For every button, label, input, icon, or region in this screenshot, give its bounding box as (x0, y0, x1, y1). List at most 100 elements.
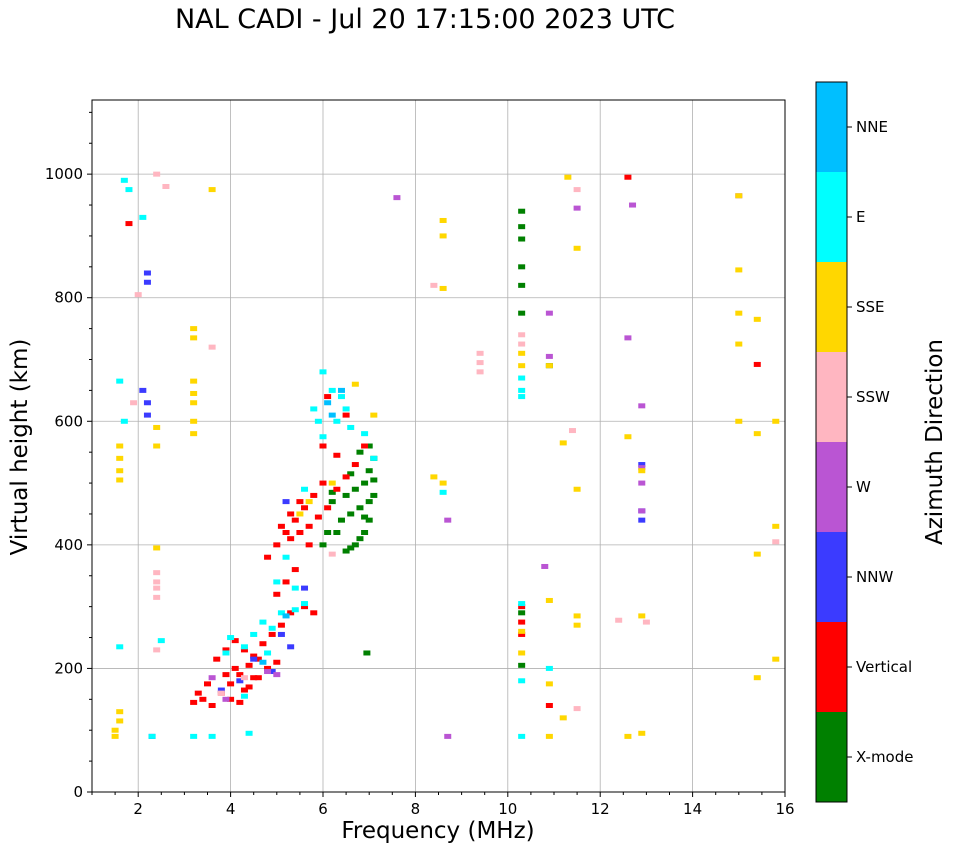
data-point (282, 613, 290, 619)
data-point (139, 214, 147, 220)
data-point (259, 659, 267, 665)
data-point (772, 656, 780, 662)
data-point (273, 659, 281, 665)
data-point (301, 486, 309, 492)
data-point (545, 310, 553, 316)
data-point (310, 492, 318, 498)
data-point (351, 381, 359, 387)
data-point (735, 341, 743, 347)
data-point (342, 548, 350, 554)
data-point (347, 511, 355, 517)
data-point (194, 690, 202, 696)
data-point (222, 672, 230, 678)
y-axis-label: Virtual height (km) (7, 338, 33, 556)
data-point (222, 647, 230, 653)
data-point (518, 628, 526, 634)
data-point (753, 551, 761, 557)
data-point (190, 733, 198, 739)
data-point (222, 650, 230, 656)
data-point (268, 669, 276, 675)
data-point (190, 418, 198, 424)
data-point (190, 335, 198, 341)
data-point (231, 638, 239, 644)
colorbar-tick-label: E (856, 208, 865, 226)
data-point (277, 610, 285, 616)
data-point (518, 387, 526, 393)
data-point (439, 285, 447, 291)
data-point (518, 375, 526, 381)
data-point (638, 465, 646, 471)
data-point (130, 400, 138, 406)
data-point (143, 412, 151, 418)
data-point (273, 591, 281, 597)
data-point (518, 394, 526, 400)
data-point (291, 585, 299, 591)
data-point (116, 709, 124, 715)
data-point (305, 542, 313, 548)
data-point (638, 508, 646, 514)
colorbar-tick-label: SSE (856, 298, 885, 316)
data-point (277, 523, 285, 529)
data-point (240, 644, 248, 650)
data-points (111, 171, 780, 739)
data-point (772, 523, 780, 529)
data-point (545, 597, 553, 603)
data-point (361, 443, 369, 449)
data-point (564, 174, 572, 180)
data-point (324, 400, 332, 406)
data-point (314, 418, 322, 424)
data-point (245, 684, 253, 690)
data-point (624, 335, 632, 341)
data-point (324, 530, 332, 535)
data-point (254, 675, 262, 681)
y-tick-label: 200 (54, 659, 83, 677)
data-point (439, 233, 447, 239)
x-tick-label: 12 (591, 800, 610, 818)
data-point (753, 361, 761, 367)
data-point (199, 696, 207, 702)
data-point (430, 282, 438, 288)
data-point (301, 604, 309, 610)
data-point (227, 681, 235, 687)
data-point (217, 690, 225, 696)
data-point (518, 350, 526, 356)
data-point (282, 499, 290, 505)
data-point (573, 245, 581, 251)
data-point (116, 477, 124, 483)
data-point (282, 554, 290, 560)
data-point (642, 619, 650, 625)
data-point (333, 452, 341, 458)
y-tick-label: 0 (73, 783, 83, 801)
data-point (240, 675, 248, 681)
x-tick-label: 16 (775, 800, 794, 818)
data-point (305, 523, 313, 529)
data-point (342, 474, 350, 480)
data-point (157, 638, 165, 644)
y-tick-label: 400 (54, 536, 83, 554)
x-axis-ticks: 2 4 6 8 10 12 14 16 (91, 792, 795, 818)
data-point (305, 499, 313, 505)
data-point (264, 650, 272, 656)
data-point (116, 718, 124, 724)
data-point (638, 403, 646, 409)
data-point (518, 604, 526, 610)
data-point (393, 195, 401, 201)
data-point (347, 545, 355, 551)
data-point (518, 363, 526, 369)
x-tick-label: 6 (318, 800, 328, 818)
data-point (291, 517, 299, 523)
data-point (559, 715, 567, 721)
data-point (735, 418, 743, 424)
data-point (250, 631, 258, 637)
data-point (245, 662, 253, 668)
data-point (337, 517, 345, 523)
data-point (314, 514, 322, 520)
data-point (139, 387, 147, 393)
colorbar-tick-label: SSW (856, 388, 890, 406)
data-point (545, 703, 553, 708)
colorbar-segment (816, 622, 847, 712)
x-tick-label: 10 (498, 800, 517, 818)
data-point (328, 412, 336, 418)
data-point (245, 730, 253, 736)
data-point (190, 390, 198, 396)
